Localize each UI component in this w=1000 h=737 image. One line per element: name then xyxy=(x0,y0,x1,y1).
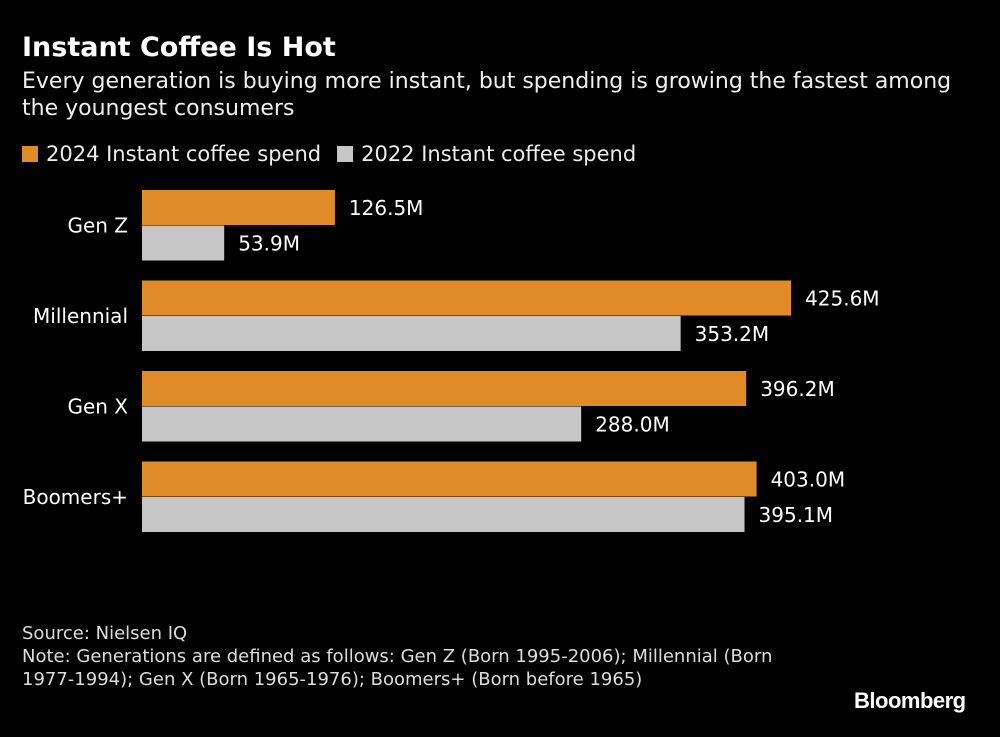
legend-label-2022: 2022 Instant coffee spend xyxy=(361,142,637,166)
legend: 2024 Instant coffee spend 2022 Instant c… xyxy=(22,142,652,166)
bar-2022 xyxy=(142,225,225,261)
category-label: Boomers+ xyxy=(23,485,128,509)
source-note: Source: Nielsen IQ xyxy=(22,623,188,644)
category-label: Gen Z xyxy=(67,214,128,238)
bar-2022 xyxy=(142,497,745,532)
data-label: 353.2M xyxy=(695,322,770,346)
data-label: 396.2M xyxy=(760,377,835,401)
data-label: 53.9M xyxy=(238,231,300,255)
data-label: 403.0M xyxy=(771,467,846,491)
legend-label-2024: 2024 Instant coffee spend xyxy=(46,142,322,166)
bar-2024 xyxy=(142,280,792,316)
bar-2024 xyxy=(142,461,757,497)
data-label: 288.0M xyxy=(595,412,670,436)
category-label: Millennial xyxy=(33,304,128,328)
category-label: Gen X xyxy=(67,395,128,419)
data-label: 425.6M xyxy=(805,286,880,310)
legend-item-2024: 2024 Instant coffee spend xyxy=(22,142,321,166)
definition-note: Note: Generations are defined as follows… xyxy=(22,646,773,690)
chart-subtitle: Every generation is buying more instant,… xyxy=(22,69,952,121)
bar-2024 xyxy=(142,371,747,406)
legend-swatch-2024 xyxy=(22,146,38,162)
bar-2024 xyxy=(142,190,335,225)
bar-2022 xyxy=(142,406,582,442)
chart-title: Instant Coffee Is Hot xyxy=(22,32,336,63)
data-label: 395.1M xyxy=(759,503,834,527)
bar-2022 xyxy=(142,316,681,351)
data-label: 126.5M xyxy=(349,196,424,220)
bloomberg-logo: Bloomberg xyxy=(854,688,966,713)
legend-swatch-2022 xyxy=(337,146,354,162)
legend-item-2022: 2022 Instant coffee spend xyxy=(337,142,636,166)
footer: Source: Nielsen IQ Note: Generations are… xyxy=(22,622,782,691)
